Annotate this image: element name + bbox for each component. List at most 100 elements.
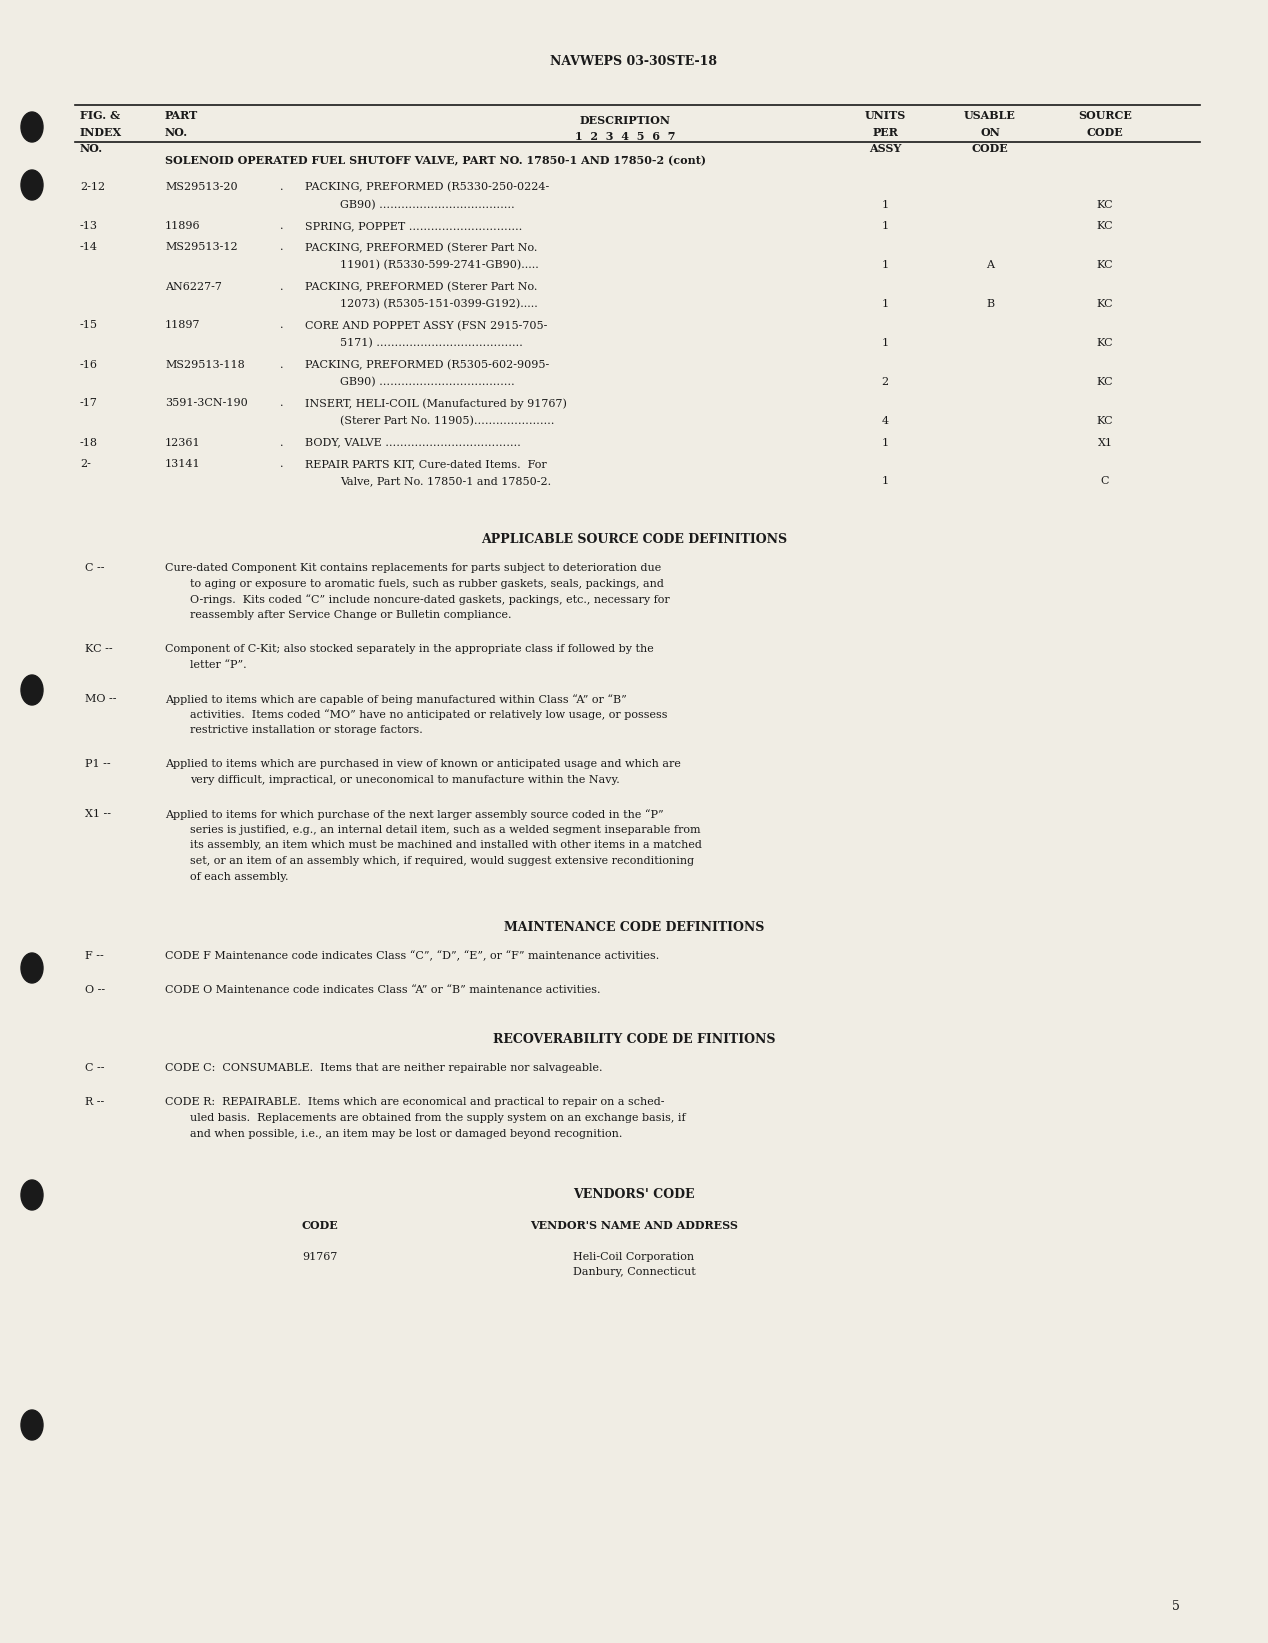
Text: -16: -16	[80, 360, 98, 370]
Text: MS29513-12: MS29513-12	[165, 243, 237, 253]
Text: 1: 1	[881, 199, 889, 210]
Text: KC: KC	[1097, 222, 1113, 232]
Text: 1: 1	[881, 299, 889, 309]
Text: C --: C --	[85, 564, 104, 573]
Text: ON: ON	[980, 127, 1000, 138]
Text: -13: -13	[80, 222, 98, 232]
Text: APPLICABLE SOURCE CODE DEFINITIONS: APPLICABLE SOURCE CODE DEFINITIONS	[481, 532, 787, 545]
Text: 11896: 11896	[165, 222, 200, 232]
Text: PACKING, PREFORMED (R5330-250-0224-: PACKING, PREFORMED (R5330-250-0224-	[306, 182, 549, 192]
Text: KC: KC	[1097, 299, 1113, 309]
Text: -15: -15	[80, 320, 98, 330]
Ellipse shape	[22, 1410, 43, 1439]
Text: INSERT, HELI-COIL (Manufactured by 91767): INSERT, HELI-COIL (Manufactured by 91767…	[306, 399, 567, 409]
Ellipse shape	[22, 112, 43, 141]
Text: 4: 4	[881, 416, 889, 426]
Text: CODE: CODE	[1087, 127, 1123, 138]
Text: and when possible, i.e., an item may be lost or damaged beyond recognition.: and when possible, i.e., an item may be …	[190, 1129, 623, 1139]
Text: KC: KC	[1097, 199, 1113, 210]
Text: .: .	[280, 281, 284, 291]
Text: CORE AND POPPET ASSY (FSN 2915-705-: CORE AND POPPET ASSY (FSN 2915-705-	[306, 320, 548, 330]
Text: .: .	[280, 320, 284, 330]
Text: B: B	[987, 299, 994, 309]
Text: 1: 1	[881, 437, 889, 447]
Text: UNITS: UNITS	[865, 110, 905, 122]
Text: BODY, VALVE ……………………………….: BODY, VALVE ……………………………….	[306, 437, 521, 447]
Text: NO.: NO.	[165, 127, 188, 138]
Text: CODE: CODE	[302, 1219, 339, 1231]
Text: C: C	[1101, 476, 1110, 486]
Text: MS29513-20: MS29513-20	[165, 182, 237, 192]
Text: X1: X1	[1098, 437, 1112, 447]
Ellipse shape	[22, 953, 43, 983]
Text: .: .	[280, 222, 284, 232]
Text: KC: KC	[1097, 260, 1113, 269]
Text: 1: 1	[881, 338, 889, 348]
Ellipse shape	[22, 169, 43, 200]
Text: PACKING, PREFORMED (Sterer Part No.: PACKING, PREFORMED (Sterer Part No.	[306, 243, 538, 253]
Text: restrictive installation or storage factors.: restrictive installation or storage fact…	[190, 726, 422, 736]
Text: Heli-Coil Corporation: Heli-Coil Corporation	[573, 1252, 695, 1262]
Text: MO --: MO --	[85, 693, 117, 703]
Text: .: .	[280, 182, 284, 192]
Text: MAINTENANCE CODE DEFINITIONS: MAINTENANCE CODE DEFINITIONS	[503, 920, 765, 933]
Text: KC: KC	[1097, 376, 1113, 388]
Text: NAVWEPS 03-30STE-18: NAVWEPS 03-30STE-18	[550, 54, 718, 67]
Text: 12361: 12361	[165, 437, 200, 447]
Text: MS29513-118: MS29513-118	[165, 360, 245, 370]
Ellipse shape	[22, 1180, 43, 1209]
Text: ASSY: ASSY	[869, 143, 902, 154]
Text: 1: 1	[881, 222, 889, 232]
Text: R --: R --	[85, 1098, 104, 1107]
Text: series is justified, e.g., an internal detail item, such as a welded segment ins: series is justified, e.g., an internal d…	[190, 825, 701, 835]
Text: X1 --: X1 --	[85, 808, 112, 818]
Text: SPRING, POPPET ………………………….: SPRING, POPPET ………………………….	[306, 222, 522, 232]
Text: 2-12: 2-12	[80, 182, 105, 192]
Text: uled basis.  Replacements are obtained from the supply system on an exchange bas: uled basis. Replacements are obtained fr…	[190, 1112, 686, 1124]
Text: C --: C --	[85, 1063, 104, 1073]
Text: CODE O Maintenance code indicates Class “A” or “B” maintenance activities.: CODE O Maintenance code indicates Class …	[165, 984, 601, 994]
Text: letter “P”.: letter “P”.	[190, 660, 246, 670]
Text: (Sterer Part No. 11905)………………….: (Sterer Part No. 11905)………………….	[340, 416, 554, 426]
Text: its assembly, an item which must be machined and installed with other items in a: its assembly, an item which must be mach…	[190, 841, 702, 851]
Text: GB90) ……………………………….: GB90) ……………………………….	[340, 199, 515, 210]
Text: INDEX: INDEX	[80, 127, 122, 138]
Text: -14: -14	[80, 243, 98, 253]
Text: SOLENOID OPERATED FUEL SHUTOFF VALVE, PART NO. 17850-1 AND 17850-2 (cont): SOLENOID OPERATED FUEL SHUTOFF VALVE, PA…	[165, 154, 706, 166]
Text: P1 --: P1 --	[85, 759, 110, 769]
Text: Component of C-Kit; also stocked separately in the appropriate class if followed: Component of C-Kit; also stocked separat…	[165, 644, 654, 654]
Text: CODE F Maintenance code indicates Class “C”, “D”, “E”, or “F” maintenance activi: CODE F Maintenance code indicates Class …	[165, 951, 659, 961]
Text: set, or an item of an assembly which, if required, would suggest extensive recon: set, or an item of an assembly which, if…	[190, 856, 694, 866]
Text: 2-: 2-	[80, 458, 91, 468]
Text: Applied to items which are purchased in view of known or anticipated usage and w: Applied to items which are purchased in …	[165, 759, 681, 769]
Text: .: .	[280, 399, 284, 409]
Text: NO.: NO.	[80, 143, 103, 154]
Text: 11901) (R5330-599-2741-GB90).....: 11901) (R5330-599-2741-GB90).....	[340, 260, 539, 271]
Text: 5: 5	[1172, 1600, 1181, 1613]
Text: PACKING, PREFORMED (R5305-602-9095-: PACKING, PREFORMED (R5305-602-9095-	[306, 360, 549, 370]
Text: 1: 1	[881, 260, 889, 269]
Text: O-rings.  Kits coded “C” include noncure-dated gaskets, packings, etc., necessar: O-rings. Kits coded “C” include noncure-…	[190, 595, 670, 605]
Text: O --: O --	[85, 984, 105, 994]
Text: 2: 2	[881, 376, 889, 388]
Text: 12073) (R5305-151-0399-G192).....: 12073) (R5305-151-0399-G192).....	[340, 299, 538, 309]
Text: Cure-dated Component Kit contains replacements for parts subject to deterioratio: Cure-dated Component Kit contains replac…	[165, 564, 661, 573]
Text: GB90) ……………………………….: GB90) ……………………………….	[340, 376, 515, 388]
Text: 1  2  3  4  5  6  7: 1 2 3 4 5 6 7	[574, 131, 676, 143]
Text: CODE C:  CONSUMABLE.  Items that are neither repairable nor salvageable.: CODE C: CONSUMABLE. Items that are neith…	[165, 1063, 602, 1073]
Text: REPAIR PARTS KIT, Cure-dated Items.  For: REPAIR PARTS KIT, Cure-dated Items. For	[306, 458, 547, 468]
Text: .: .	[280, 437, 284, 447]
Text: VENDORS' CODE: VENDORS' CODE	[573, 1188, 695, 1201]
Text: Valve, Part No. 17850-1 and 17850-2.: Valve, Part No. 17850-1 and 17850-2.	[340, 476, 552, 486]
Text: AN6227-7: AN6227-7	[165, 281, 222, 291]
Text: Applied to items which are capable of being manufactured within Class “A” or “B”: Applied to items which are capable of be…	[165, 693, 626, 705]
Text: 11897: 11897	[165, 320, 200, 330]
Text: Applied to items for which purchase of the next larger assembly source coded in : Applied to items for which purchase of t…	[165, 808, 663, 820]
Text: 1: 1	[881, 476, 889, 486]
Ellipse shape	[22, 675, 43, 705]
Text: SOURCE: SOURCE	[1078, 110, 1132, 122]
Text: KC: KC	[1097, 338, 1113, 348]
Text: F --: F --	[85, 951, 104, 961]
Text: FIG. &: FIG. &	[80, 110, 120, 122]
Text: RECOVERABILITY CODE DE FINITIONS: RECOVERABILITY CODE DE FINITIONS	[493, 1033, 775, 1047]
